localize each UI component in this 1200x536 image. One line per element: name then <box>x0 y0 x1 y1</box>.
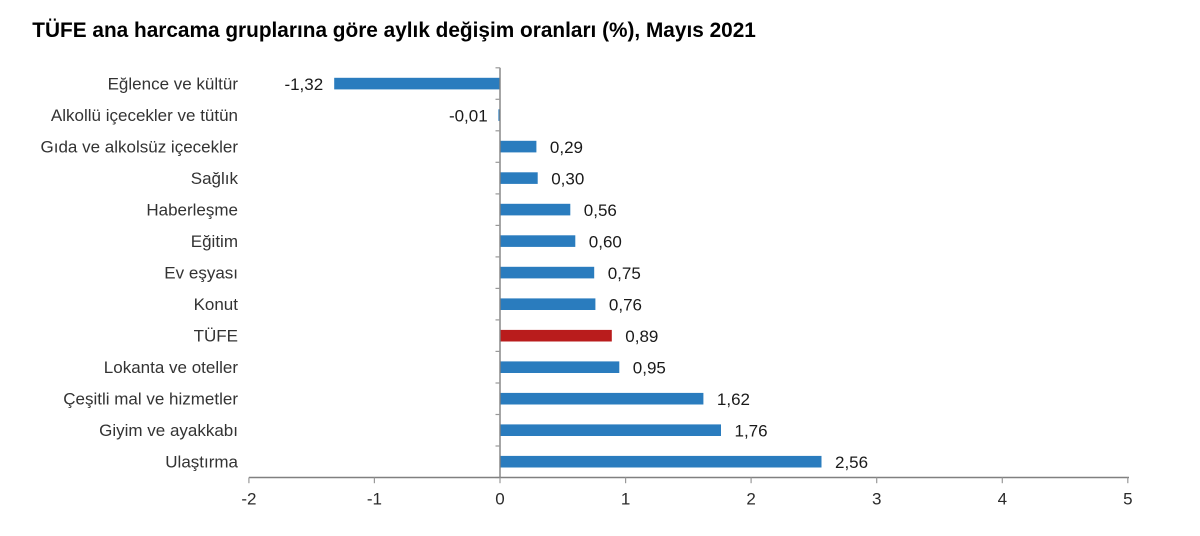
svg-text:0,95: 0,95 <box>633 359 666 378</box>
svg-text:Gıda ve alkolsüz içecekler: Gıda ve alkolsüz içecekler <box>41 138 239 157</box>
svg-text:0,60: 0,60 <box>589 233 622 252</box>
svg-text:4: 4 <box>998 489 1007 508</box>
svg-text:0,89: 0,89 <box>625 327 658 346</box>
svg-text:3: 3 <box>872 489 881 508</box>
svg-text:Giyim ve ayakkabı: Giyim ve ayakkabı <box>99 421 238 440</box>
svg-text:Ev eşyası: Ev eşyası <box>164 264 238 283</box>
svg-text:0,75: 0,75 <box>608 264 641 283</box>
svg-text:1: 1 <box>621 489 630 508</box>
svg-text:-1: -1 <box>367 489 382 508</box>
svg-text:2: 2 <box>746 489 755 508</box>
svg-text:Haberleşme: Haberleşme <box>146 201 238 220</box>
svg-text:Konut: Konut <box>194 295 239 314</box>
svg-text:Eğitim: Eğitim <box>191 232 238 251</box>
svg-text:0,56: 0,56 <box>584 201 617 220</box>
svg-text:0: 0 <box>495 489 504 508</box>
svg-text:2,56: 2,56 <box>835 453 868 472</box>
svg-text:5: 5 <box>1123 489 1132 508</box>
svg-text:-0,01: -0,01 <box>449 107 488 126</box>
svg-text:TÜFE ana harcama gruplarına gö: TÜFE ana harcama gruplarına göre aylık d… <box>32 19 756 42</box>
svg-text:Eğlence ve kültür: Eğlence ve kültür <box>108 75 239 94</box>
svg-text:0,76: 0,76 <box>609 296 642 315</box>
svg-text:-1,32: -1,32 <box>284 75 323 94</box>
svg-text:TÜFE: TÜFE <box>194 327 238 346</box>
svg-text:1,76: 1,76 <box>735 422 768 441</box>
svg-text:Lokanta ve oteller: Lokanta ve oteller <box>104 358 239 377</box>
svg-text:Ulaştırma: Ulaştırma <box>165 453 238 472</box>
svg-text:0,30: 0,30 <box>551 170 584 189</box>
svg-text:-2: -2 <box>241 489 256 508</box>
svg-text:Alkollü içecekler ve tütün: Alkollü içecekler ve tütün <box>51 106 238 125</box>
svg-text:1,62: 1,62 <box>717 390 750 409</box>
svg-text:Sağlık: Sağlık <box>191 169 239 188</box>
svg-text:Çeşitli mal ve hizmetler: Çeşitli mal ve hizmetler <box>63 390 238 409</box>
svg-text:0,29: 0,29 <box>550 138 583 157</box>
